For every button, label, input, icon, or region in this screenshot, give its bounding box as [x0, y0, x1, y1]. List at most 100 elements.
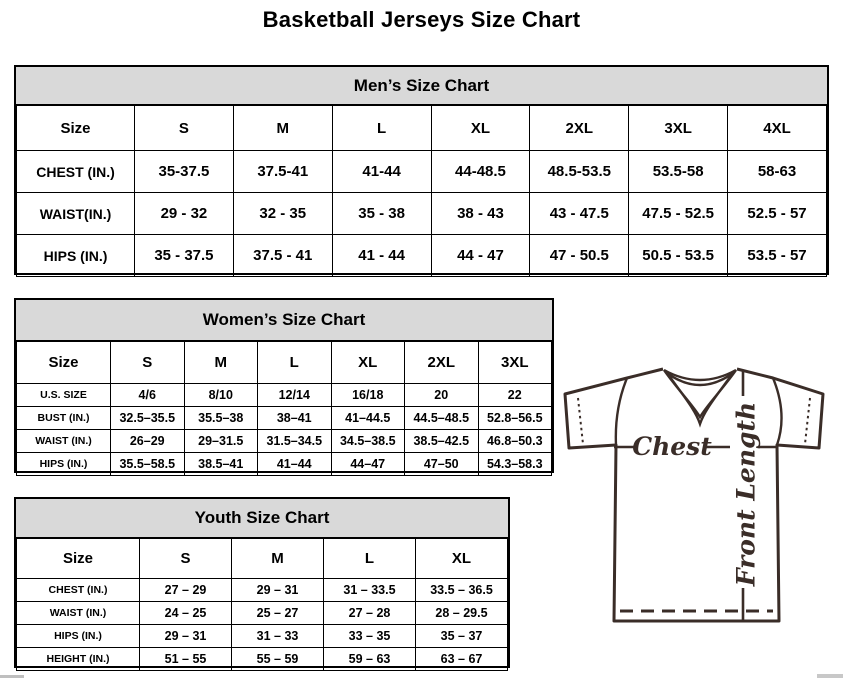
collar-band-outer: [663, 368, 737, 382]
size-value-cell: 52.5 - 57: [727, 192, 827, 235]
size-value-cell: 37.5 - 41: [232, 234, 333, 277]
size-value-cell: 26–29: [110, 429, 185, 453]
size-value-cell: 41-44: [331, 150, 432, 193]
right-cuff-dashed-line: [804, 397, 811, 445]
measurement-row-label: HIPS (IN.): [16, 234, 135, 277]
measurement-row: WAIST (IN.) 26–29 29–31.5 31.5–34.5 34.5–38.…: [16, 429, 552, 453]
size-value-cell: 59 – 63: [323, 647, 416, 671]
size-value-cell: 4/6: [110, 383, 185, 407]
front-length-measure-label: Front Length: [732, 402, 761, 587]
youth-size-table: Size S M L XL CHEST (IN.) 27 – 29 29 – 31 31 – 3…: [16, 538, 508, 671]
size-value-cell: 51 – 55: [139, 647, 232, 671]
vneck-inner: [667, 373, 733, 428]
size-header-cell: S: [134, 105, 234, 151]
size-value-cell: 38 - 43: [430, 192, 531, 235]
size-header-cell: L: [331, 105, 432, 151]
size-header-cell: M: [183, 341, 258, 384]
size-value-cell: 35 - 38: [331, 192, 432, 235]
size-value-cell: 55 – 59: [231, 647, 324, 671]
measurement-row: HEIGHT (IN.) 51 – 55 55 – 59 59 – 63 63 – 67: [16, 647, 508, 671]
size-value-cell: 33 – 35: [323, 624, 416, 648]
size-column-label: Size: [16, 105, 135, 151]
size-value-cell: 52.8–56.5: [477, 406, 552, 430]
size-value-cell: 25 – 27: [231, 601, 324, 625]
measurement-row-label: CHEST (IN.): [16, 150, 135, 193]
size-header-cell: 2XL: [404, 341, 479, 384]
size-header-cell: XL: [415, 538, 508, 579]
measurement-row: HIPS (IN.) 35.5–58.5 38.5–41 41–44 44–47 47–5…: [16, 452, 552, 476]
size-value-cell: 35 – 37: [415, 624, 508, 648]
front-length-text-backing: [730, 396, 759, 588]
size-value-cell: 37.5-41: [232, 150, 333, 193]
womens-size-chart-section: Women’s Size Chart Size S M L XL 2XL 3XL U.S. S…: [14, 298, 554, 476]
measurement-row-label: HEIGHT (IN.): [16, 647, 140, 671]
size-header-cell: L: [323, 538, 416, 579]
youth-size-chart-section: Youth Size Chart Size S M L XL CHEST (IN.) 27 …: [14, 497, 510, 671]
size-value-cell: 58-63: [727, 150, 827, 193]
size-value-cell: 29 - 32: [134, 192, 234, 235]
size-header-cell: S: [110, 341, 185, 384]
measurement-row: WAIST (IN.) 24 – 25 25 – 27 27 – 28 28 – 29.…: [16, 601, 508, 625]
size-header-row: Size S M L XL 2XL 3XL: [16, 341, 552, 384]
measurement-row-label: HIPS (IN.): [16, 452, 111, 476]
measurement-row: CHEST (IN.) 27 – 29 29 – 31 31 – 33.5 33.5 –…: [16, 578, 508, 602]
size-header-cell: L: [257, 341, 332, 384]
size-value-cell: 27 – 28: [323, 601, 416, 625]
size-value-cell: 20: [404, 383, 479, 407]
size-value-cell: 41–44.5: [330, 406, 405, 430]
size-header-row: Size S M L XL: [16, 538, 508, 579]
size-column-label: Size: [16, 341, 111, 384]
size-header-cell: 2XL: [529, 105, 630, 151]
measurement-row: CHEST (IN.) 35-37.5 37.5-41 41-44 44-48.5 48.…: [16, 150, 827, 193]
scrollbar-fragment-left: [0, 675, 24, 678]
measurement-row-label: U.S. SIZE: [16, 383, 111, 407]
size-header-cell: M: [231, 538, 324, 579]
measurement-row-label: WAIST(IN.): [16, 192, 135, 235]
mens-chart-title: Men’s Size Chart: [16, 67, 827, 105]
size-value-cell: 44–47: [330, 452, 405, 476]
size-value-cell: 32 - 35: [232, 192, 333, 235]
size-value-cell: 16/18: [330, 383, 405, 407]
size-header-cell: 3XL: [628, 105, 729, 151]
size-header-cell: XL: [430, 105, 531, 151]
measurement-row-label: BUST (IN.): [16, 406, 111, 430]
size-value-cell: 29 – 31: [231, 578, 324, 602]
measurement-row: U.S. SIZE 4/6 8/10 12/14 16/18 20 22: [16, 383, 552, 407]
size-value-cell: 32.5–35.5: [110, 406, 185, 430]
size-value-cell: 38–41: [257, 406, 332, 430]
size-value-cell: 44.5–48.5: [404, 406, 479, 430]
size-value-cell: 53.5 - 57: [727, 234, 827, 277]
size-value-cell: 35.5–38: [183, 406, 258, 430]
size-value-cell: 28 – 29.5: [415, 601, 508, 625]
size-value-cell: 44 - 47: [430, 234, 531, 277]
size-value-cell: 47.5 - 52.5: [628, 192, 729, 235]
measurement-row: HIPS (IN.) 35 - 37.5 37.5 - 41 41 - 44 44 - …: [16, 234, 827, 277]
size-value-cell: 34.5–38.5: [330, 429, 405, 453]
size-column-label: Size: [16, 538, 140, 579]
size-value-cell: 44-48.5: [430, 150, 531, 193]
size-value-cell: 31 – 33.5: [323, 578, 416, 602]
size-value-cell: 27 – 29: [139, 578, 232, 602]
size-value-cell: 48.5-53.5: [529, 150, 630, 193]
size-value-cell: 38.5–41: [183, 452, 258, 476]
right-armhole-seam: [771, 377, 783, 446]
size-value-cell: 63 – 67: [415, 647, 508, 671]
womens-chart-title: Women’s Size Chart: [16, 300, 552, 341]
left-armhole-seam: [614, 377, 629, 446]
size-value-cell: 50.5 - 53.5: [628, 234, 729, 277]
size-header-cell: S: [139, 538, 232, 579]
size-header-cell: 3XL: [477, 341, 552, 384]
size-header-cell: XL: [330, 341, 405, 384]
size-value-cell: 31.5–34.5: [257, 429, 332, 453]
page-title: Basketball Jerseys Size Chart: [262, 7, 581, 32]
youth-chart-title: Youth Size Chart: [16, 499, 508, 538]
size-value-cell: 41–44: [257, 452, 332, 476]
size-value-cell: 35-37.5: [134, 150, 234, 193]
size-value-cell: 31 – 33: [231, 624, 324, 648]
measurement-row: WAIST(IN.) 29 - 32 32 - 35 35 - 38 38 - 43 43…: [16, 192, 827, 235]
size-value-cell: 46.8–50.3: [477, 429, 552, 453]
size-header-cell: 4XL: [727, 105, 827, 151]
size-value-cell: 43 - 47.5: [529, 192, 630, 235]
size-value-cell: 35.5–58.5: [110, 452, 185, 476]
